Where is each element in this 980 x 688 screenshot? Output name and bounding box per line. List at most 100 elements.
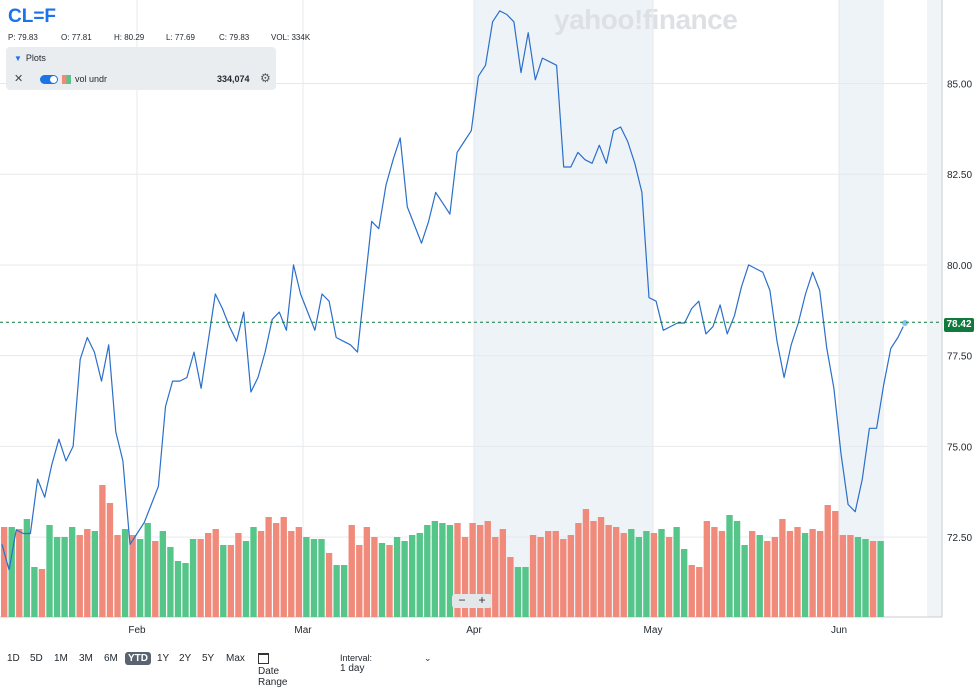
plots-toggle[interactable]: ▼ Plots (14, 53, 46, 63)
volume-bar (197, 539, 204, 617)
volume-bar (869, 541, 877, 617)
y-tick-label: 82.50 (947, 170, 972, 181)
y-tick-label: 75.00 (947, 442, 972, 453)
volume-bar (877, 541, 884, 617)
range-2y[interactable]: 2Y (179, 653, 192, 664)
volume-bar (265, 517, 272, 617)
volume-bar (529, 535, 537, 617)
price-volume-chart[interactable]: 72.50 75.00 77.50 80.00 82.50 85.00 Feb Mar Apr M… (0, 0, 980, 650)
range-3m[interactable]: 3M (79, 653, 93, 664)
range-1m[interactable]: 1M (54, 653, 68, 664)
volume-bar (159, 531, 167, 617)
volume-bar (227, 545, 235, 617)
volume-bar (801, 533, 809, 617)
volume-bar (643, 531, 650, 617)
volume-bar (31, 567, 38, 617)
range-max[interactable]: Max (226, 653, 245, 664)
volume-bar (333, 565, 340, 617)
volume-bar (484, 521, 491, 617)
volume-bar (620, 533, 627, 617)
x-tick-label: Jun (831, 625, 847, 636)
volume-bar (446, 525, 454, 617)
volume-bar (597, 517, 605, 617)
yahoo-finance-watermark: yahoo!finance (554, 4, 738, 35)
volume-bar (650, 533, 658, 617)
volume-bar (257, 531, 265, 617)
volume-bar (711, 527, 718, 617)
ohlc-prev: P: 79.83 (8, 33, 38, 42)
volume-bar (220, 545, 227, 617)
x-tick-label: Mar (294, 625, 312, 636)
volume-bar (16, 529, 23, 617)
plot-name: vol undr (75, 74, 108, 84)
volume-bar (756, 535, 763, 617)
volume-bar (764, 541, 771, 617)
volume-bar (295, 527, 303, 617)
volume-bar (794, 527, 801, 617)
volume-bar (401, 541, 408, 617)
volume-bar (582, 509, 590, 617)
range-6m[interactable]: 6M (104, 653, 118, 664)
zoom-out-button[interactable]: − (458, 593, 466, 607)
volume-bar (416, 533, 423, 617)
volume-bar (628, 529, 635, 617)
volume-bar (106, 503, 114, 617)
volume-bar (114, 535, 121, 617)
axis-strip (927, 0, 942, 617)
close-icon[interactable]: ✕ (14, 73, 24, 85)
visibility-toggle[interactable] (40, 75, 58, 84)
volume-bar (718, 531, 726, 617)
volume-bar (749, 531, 756, 617)
volume-bar (189, 539, 197, 617)
volume-bar (575, 523, 582, 617)
volume-bar (514, 567, 522, 617)
volume-bar (545, 531, 552, 617)
volume-bar (454, 523, 461, 617)
volume-bar (439, 523, 446, 617)
volume-bar (613, 527, 620, 617)
zoom-in-button[interactable]: + (478, 593, 486, 607)
range-5d[interactable]: 5D (30, 653, 43, 664)
volume-bar (673, 527, 680, 617)
volume-bar (129, 535, 136, 617)
volume-bar (174, 561, 182, 617)
range-ytd[interactable]: YTD (125, 652, 151, 665)
range-1y[interactable]: 1Y (157, 653, 170, 664)
volume-bar (786, 531, 794, 617)
volume-bar (567, 535, 575, 617)
volume-bar (681, 549, 688, 617)
volume-bar (771, 537, 779, 617)
volume-bar (273, 523, 280, 617)
volume-bar (378, 543, 386, 617)
volume-bar (152, 541, 159, 617)
volume-bar (688, 565, 695, 617)
volume-bar (310, 539, 318, 617)
volume-color-swatch-icon (62, 75, 71, 84)
volume-bar (99, 485, 106, 617)
triangle-down-icon: ▼ (14, 54, 22, 63)
volume-bar (854, 537, 862, 617)
range-5y[interactable]: 5Y (202, 653, 215, 664)
volume-bar (537, 537, 544, 617)
volume-bar (839, 535, 847, 617)
volume-bar (38, 569, 46, 617)
volume-bar (288, 531, 295, 617)
month-band-june (839, 0, 884, 617)
volume-bar (522, 567, 529, 617)
volume-bar (817, 531, 824, 617)
chevron-down-icon[interactable]: ⌄ (424, 653, 432, 663)
volume-bar (341, 565, 348, 617)
volume-bar (318, 539, 325, 617)
volume-bar (46, 525, 53, 617)
volume-bar (23, 519, 31, 617)
volume-bar (469, 523, 476, 617)
gear-icon[interactable]: ⚙ (260, 71, 271, 85)
interval-value: 1 day (340, 663, 365, 674)
volume-bar (348, 525, 355, 617)
calendar-icon (258, 653, 269, 664)
interval-select[interactable]: Interval: 1 day (340, 653, 372, 674)
volume-bar (696, 567, 703, 617)
volume-bar (91, 531, 99, 617)
range-1d[interactable]: 1D (7, 653, 20, 664)
volume-bar (167, 547, 174, 617)
